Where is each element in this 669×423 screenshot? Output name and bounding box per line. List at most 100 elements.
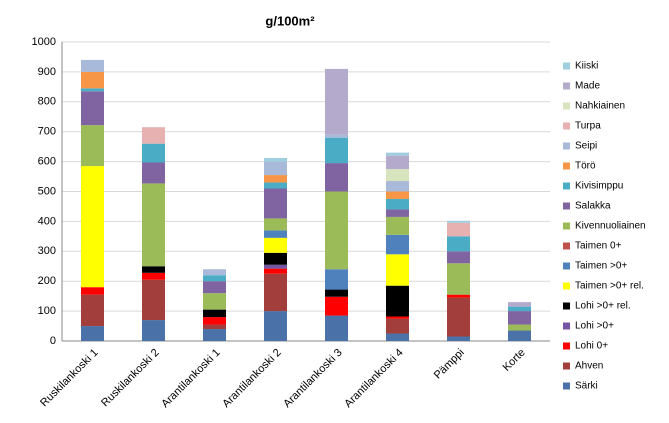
bar-segment — [264, 182, 287, 189]
bar-segment — [264, 264, 287, 269]
bar-segment — [264, 252, 287, 265]
bar-segment — [81, 91, 104, 126]
bar-segment — [142, 162, 165, 184]
bar-segment — [325, 137, 348, 164]
legend-label: Turpa — [575, 121, 601, 132]
bar-segment — [264, 268, 287, 274]
bar-segment — [81, 125, 104, 167]
bar-segment — [325, 296, 348, 316]
bar-segment — [508, 306, 531, 312]
bar-segment — [447, 222, 470, 237]
bar-segment — [386, 234, 409, 255]
bar-segment — [325, 289, 348, 297]
x-tick-label: Arantilankoski 1 — [159, 347, 222, 410]
bar-segment — [142, 272, 165, 280]
legend-label: Lohi 0+ — [575, 341, 608, 352]
bar-segment — [386, 198, 409, 210]
bar-segment — [447, 236, 470, 252]
legend-label: Kivisimppu — [575, 181, 623, 192]
legend-swatch — [563, 322, 570, 330]
legend-swatch — [563, 362, 570, 370]
y-tick-label: 800 — [38, 96, 56, 108]
bar-segment — [264, 158, 287, 162]
bar-segment — [447, 251, 470, 264]
bar-segment — [325, 191, 348, 270]
bar-segment — [386, 333, 409, 341]
bar-segment — [386, 152, 409, 156]
bar-segment — [447, 336, 470, 341]
bar-segment — [264, 311, 287, 341]
bar-segment — [81, 71, 104, 89]
bar-segment — [142, 266, 165, 273]
bar-segment — [142, 279, 165, 321]
bar-segment — [508, 330, 531, 341]
y-tick-label: 300 — [38, 245, 56, 257]
legend-swatch — [563, 382, 570, 390]
bar-segment — [264, 273, 287, 312]
x-tick-label: Arantilankoski 3 — [281, 347, 344, 410]
bar-segment — [203, 293, 226, 310]
bar-segment — [264, 230, 287, 238]
legend-label: Taimen 0+ — [575, 241, 622, 252]
legend-label: Seipi — [575, 141, 597, 152]
bar-segment — [264, 218, 287, 231]
bar-segment — [142, 143, 165, 163]
bar-segment — [386, 191, 409, 199]
y-tick-label: 100 — [38, 305, 56, 317]
x-tick-label: Ruskilankoski 1 — [38, 347, 101, 410]
legend-label: Lohi >0+ rel. — [575, 301, 631, 312]
legend-label: Törö — [575, 161, 596, 172]
legend-label: Ahven — [575, 361, 603, 372]
legend-swatch — [563, 102, 570, 110]
bar-segment — [325, 269, 348, 290]
bar-segment — [386, 216, 409, 235]
bar-segment — [264, 237, 287, 253]
legend-label: Taimen >0+ — [575, 261, 627, 272]
bar-segment — [203, 269, 226, 276]
bar-segment — [447, 297, 470, 337]
bar-segment — [203, 324, 226, 330]
legend-swatch — [563, 222, 570, 230]
bar-segment — [386, 316, 409, 319]
y-tick-label: 400 — [38, 215, 56, 227]
bar-segment — [386, 181, 409, 192]
bar-segment — [386, 285, 409, 317]
x-tick-label: Korte — [501, 347, 528, 374]
legend-swatch — [563, 82, 570, 90]
x-tick-label: Arantilankoski 2 — [220, 347, 283, 410]
legend-swatch — [563, 282, 570, 290]
bar-segment — [142, 183, 165, 267]
legend-swatch — [563, 182, 570, 190]
legend-label: Kivennuoliainen — [575, 221, 646, 232]
bar-segment — [142, 320, 165, 341]
bar-segment — [203, 329, 226, 341]
bar-segment — [325, 68, 348, 135]
bar-segment — [264, 188, 287, 219]
y-tick-label: 900 — [38, 66, 56, 78]
bar-segment — [386, 254, 409, 286]
legend-label: Särki — [575, 381, 598, 392]
legend-label: Taimen >0+ rel. — [575, 281, 644, 292]
bar-segment — [203, 309, 226, 318]
bar-segment — [386, 318, 409, 334]
x-tick-label: Ruskilankoski 2 — [99, 347, 162, 410]
bar-segment — [325, 315, 348, 341]
bar-segment — [81, 326, 104, 341]
y-tick-label: 500 — [38, 185, 56, 197]
bar-segment — [325, 163, 348, 192]
bar-segment — [386, 155, 409, 170]
y-tick-label: 600 — [38, 156, 56, 168]
bar-segment — [81, 294, 104, 327]
legend-label: Made — [575, 81, 600, 92]
legend-label: Lohi >0+ — [575, 321, 614, 332]
legend-swatch — [563, 262, 570, 270]
legend-swatch — [563, 122, 570, 130]
bar-segment — [203, 317, 226, 325]
bar-segment — [264, 175, 287, 183]
chart-title: g/100m² — [265, 13, 315, 28]
bar-segment — [508, 302, 531, 307]
bar-segment — [386, 209, 409, 217]
y-tick-label: 200 — [38, 275, 56, 287]
